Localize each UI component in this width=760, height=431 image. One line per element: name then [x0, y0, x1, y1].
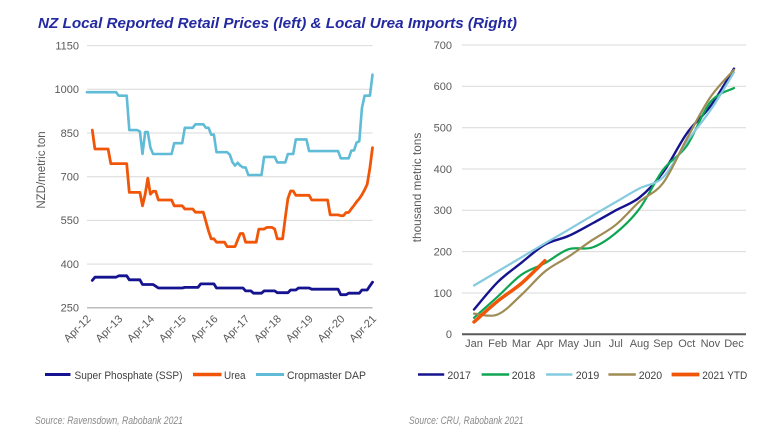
- svg-text:Oct: Oct: [678, 338, 695, 350]
- svg-text:Aug: Aug: [630, 338, 650, 350]
- svg-text:Feb: Feb: [488, 338, 507, 350]
- svg-text:400: 400: [61, 259, 79, 271]
- svg-text:Mar: Mar: [512, 338, 531, 350]
- svg-text:Nov: Nov: [701, 338, 721, 350]
- svg-text:2021 YTD: 2021 YTD: [702, 370, 747, 382]
- svg-text:500: 500: [434, 123, 452, 135]
- svg-text:Sep: Sep: [653, 338, 673, 350]
- svg-text:250: 250: [61, 303, 79, 315]
- svg-text:Jan: Jan: [465, 338, 483, 350]
- svg-text:1150: 1150: [55, 40, 79, 52]
- svg-text:May: May: [558, 338, 579, 350]
- svg-text:400: 400: [434, 164, 452, 176]
- svg-text:Apr-21: Apr-21: [347, 313, 379, 345]
- svg-text:0: 0: [446, 329, 452, 341]
- svg-text:850: 850: [61, 128, 79, 140]
- svg-text:Cropmaster DAP: Cropmaster DAP: [287, 370, 366, 382]
- svg-text:Apr-14: Apr-14: [125, 313, 157, 345]
- svg-text:Dec: Dec: [724, 338, 744, 350]
- svg-text:Apr-17: Apr-17: [220, 313, 252, 345]
- svg-text:700: 700: [434, 40, 452, 52]
- svg-text:Apr: Apr: [536, 338, 553, 350]
- svg-text:550: 550: [61, 215, 79, 227]
- svg-text:100: 100: [434, 288, 452, 300]
- svg-text:Apr-13: Apr-13: [93, 313, 125, 345]
- svg-text:Apr-16: Apr-16: [189, 313, 221, 345]
- svg-text:Apr-15: Apr-15: [157, 313, 189, 345]
- svg-text:NZ Local Reported Retail Price: NZ Local Reported Retail Prices (left) &…: [38, 15, 517, 32]
- svg-text:Jul: Jul: [609, 338, 623, 350]
- svg-text:thousand metric tons: thousand metric tons: [410, 133, 424, 243]
- svg-text:Urea: Urea: [224, 370, 246, 382]
- svg-text:Jun: Jun: [583, 338, 601, 350]
- svg-text:200: 200: [434, 246, 452, 258]
- svg-text:Source: Ravensdown, Rabobank 2: Source: Ravensdown, Rabobank 2021: [35, 415, 183, 427]
- svg-text:Source: CRU, Rabobank 2021: Source: CRU, Rabobank 2021: [409, 415, 524, 427]
- svg-text:Apr-18: Apr-18: [252, 313, 284, 345]
- svg-text:Apr-19: Apr-19: [284, 313, 316, 345]
- svg-text:1000: 1000: [55, 84, 79, 96]
- svg-text:700: 700: [61, 172, 79, 184]
- svg-text:2017: 2017: [447, 370, 471, 382]
- svg-text:2020: 2020: [639, 370, 663, 382]
- svg-text:300: 300: [434, 205, 452, 217]
- svg-text:Super Phosphate (SSP): Super Phosphate (SSP): [75, 370, 183, 382]
- svg-text:Apr-12: Apr-12: [62, 313, 94, 345]
- svg-text:NZD/metric ton: NZD/metric ton: [36, 131, 48, 208]
- svg-text:600: 600: [434, 81, 452, 93]
- svg-text:Apr-20: Apr-20: [316, 313, 348, 345]
- svg-text:2019: 2019: [576, 370, 600, 382]
- svg-text:2018: 2018: [512, 370, 536, 382]
